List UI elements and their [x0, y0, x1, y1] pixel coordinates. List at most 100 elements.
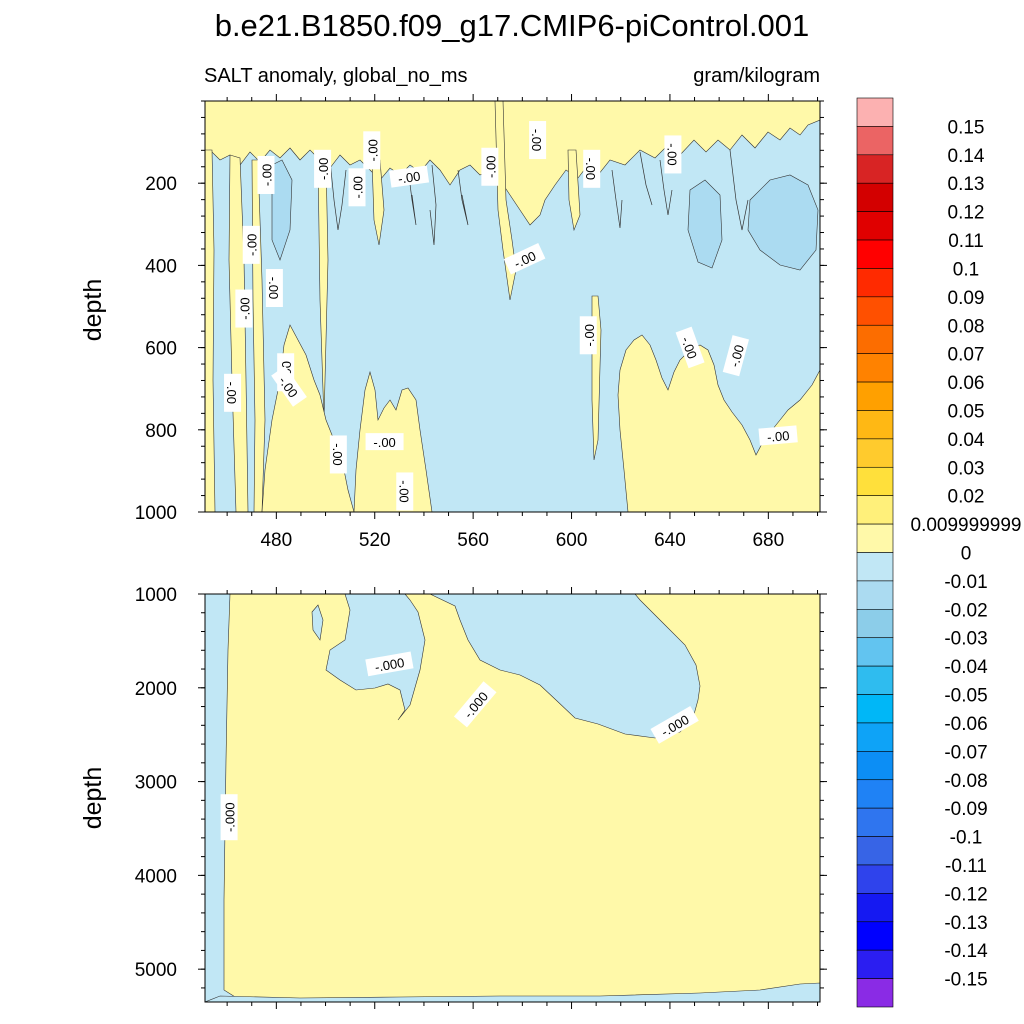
lower-contour-fills — [205, 594, 820, 1002]
lower-fill-bottom-edge — [205, 982, 820, 1002]
colorbar-label: 0.03 — [948, 458, 985, 479]
upper-axis-ticks: 480 520 560 600 640 680 200 400 600 800 1000 — [135, 94, 827, 551]
colorbar-swatch — [856, 921, 894, 951]
contour-label-box — [348, 168, 366, 207]
colorbar-swatch — [856, 949, 894, 979]
colorbar-swatch — [856, 268, 894, 298]
contour-label-box — [675, 326, 705, 369]
y-tick-label: 400 — [145, 256, 177, 277]
contour-label: -.00 — [675, 326, 705, 369]
contour-label-box — [396, 472, 414, 511]
upper-fill-spike-b — [567, 149, 581, 232]
y-tick-label: 4000 — [135, 866, 177, 887]
colorbar-label: -0.15 — [944, 970, 987, 991]
colorbar-label: -0.11 — [945, 856, 987, 877]
contour-label: -.000 — [220, 794, 238, 841]
contour-label-text: -.00 — [237, 297, 252, 319]
colorbar-label: 0.009999999 — [911, 515, 1022, 536]
contour-label: -.00 — [235, 289, 253, 328]
contour-label-text: -.00 — [664, 143, 679, 165]
contour-label-box — [242, 225, 260, 264]
contour-label-box — [363, 131, 381, 170]
colorbar-label: 0.14 — [948, 146, 985, 167]
colorbar-label: -0.13 — [944, 913, 987, 934]
contour-label-text: -.00 — [529, 129, 544, 151]
colorbar-swatch — [856, 97, 894, 127]
colorbar-swatch — [856, 239, 894, 269]
contour-label: -.00 — [664, 135, 682, 174]
contour-label-box — [265, 269, 283, 308]
colorbar-swatch — [856, 211, 894, 241]
contour-label: -.00 — [314, 149, 332, 188]
colorbar-label: 0.07 — [948, 345, 985, 366]
contour-label: -.00 — [396, 472, 414, 511]
contour-label-text: -.00 — [365, 139, 380, 161]
contour-label: -.00 — [329, 435, 347, 474]
colorbar-label: -0.01 — [944, 572, 987, 593]
colorbar-label: 0.15 — [948, 117, 985, 138]
colorbar-label: 0.1 — [953, 259, 979, 280]
contour-label-text: -.00 — [483, 156, 498, 178]
contour-label-box — [722, 335, 750, 377]
x-tick-label: 640 — [654, 530, 686, 551]
y-tick-label: 800 — [145, 421, 177, 442]
contour-label: -.00 — [265, 269, 283, 308]
colorbar-swatch — [856, 722, 894, 752]
colorbar-swatch — [856, 779, 894, 809]
contour-label-text: -.00 — [582, 324, 597, 346]
colorbar-swatch — [856, 410, 894, 440]
colorbar-label: 0.02 — [948, 487, 985, 508]
contour-label-box — [529, 121, 547, 160]
upper-fill-dark-blue-right — [747, 174, 819, 271]
contour-label-box — [481, 147, 499, 186]
colorbar-label: -0.1 — [950, 828, 983, 849]
x-tick-label: 480 — [260, 530, 292, 551]
colorbar-label: -0.07 — [944, 742, 987, 763]
lower-y-axis-label: depth — [79, 767, 107, 830]
contour-label: -.00 — [389, 165, 430, 188]
upper-fill-left-strip-1 — [205, 149, 216, 512]
contour-label-text: -.00 — [245, 234, 260, 256]
contour-label: -.00 — [481, 147, 499, 186]
contour-label-text: -.000 — [223, 802, 238, 832]
colorbar-label: 0.09 — [948, 288, 985, 309]
upper-fill-bottom-right — [617, 334, 820, 512]
contour-label-box — [583, 149, 601, 188]
colorbar-label: 0.04 — [948, 430, 985, 451]
colorbar-swatch — [856, 466, 894, 496]
colorbar-swatch — [856, 438, 894, 468]
colorbar-swatch — [856, 893, 894, 923]
contour-label-text: -.00 — [727, 343, 747, 369]
chart-title: b.e21.B1850.f09_g17.CMIP6-piControl.001 — [215, 8, 810, 43]
contour-label-text: -.00 — [260, 164, 275, 186]
contour-label-text: -.000 — [374, 655, 406, 675]
colorbar-label: -0.12 — [944, 884, 987, 905]
colorbar-swatch — [856, 182, 894, 212]
upper-fill-dark-blue-mid — [687, 179, 723, 269]
colorbar-swatch — [856, 637, 894, 667]
contour-label: -.00 — [348, 168, 366, 207]
contour-label-text: -.00 — [678, 335, 700, 361]
contour-label-box — [365, 433, 404, 451]
contour-label: -.00 — [257, 155, 275, 194]
contour-label-box — [758, 425, 798, 446]
contour-label-box — [329, 435, 347, 474]
x-tick-label: 680 — [752, 530, 784, 551]
contour-label-text: -.00 — [224, 382, 239, 404]
contour-label: -.00 — [242, 225, 260, 264]
colorbar-swatch — [856, 523, 894, 553]
contour-label-box — [650, 706, 699, 744]
colorbar-label: -0.05 — [944, 686, 987, 707]
contour-label-text: -.00 — [330, 443, 345, 465]
contour-label-text: -.00 — [351, 176, 366, 198]
colorbar-label: 0.11 — [948, 231, 984, 252]
colorbar-label: -0.08 — [944, 771, 987, 792]
x-tick-label: 600 — [556, 530, 588, 551]
contour-label-box — [220, 794, 238, 841]
y-tick-label: 3000 — [135, 773, 177, 794]
contour-label-box — [664, 135, 682, 174]
lower-fill-blue-lobe — [325, 594, 426, 721]
contour-label-text: -.00 — [766, 428, 790, 445]
